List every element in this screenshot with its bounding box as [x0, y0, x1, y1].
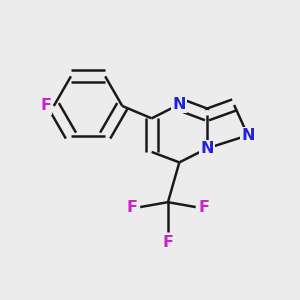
- Text: N: N: [241, 128, 255, 143]
- Text: N: N: [200, 141, 214, 156]
- Text: F: F: [162, 235, 173, 250]
- Text: F: F: [40, 98, 51, 113]
- Text: N: N: [172, 97, 186, 112]
- Text: F: F: [127, 200, 138, 214]
- Text: F: F: [198, 200, 209, 214]
